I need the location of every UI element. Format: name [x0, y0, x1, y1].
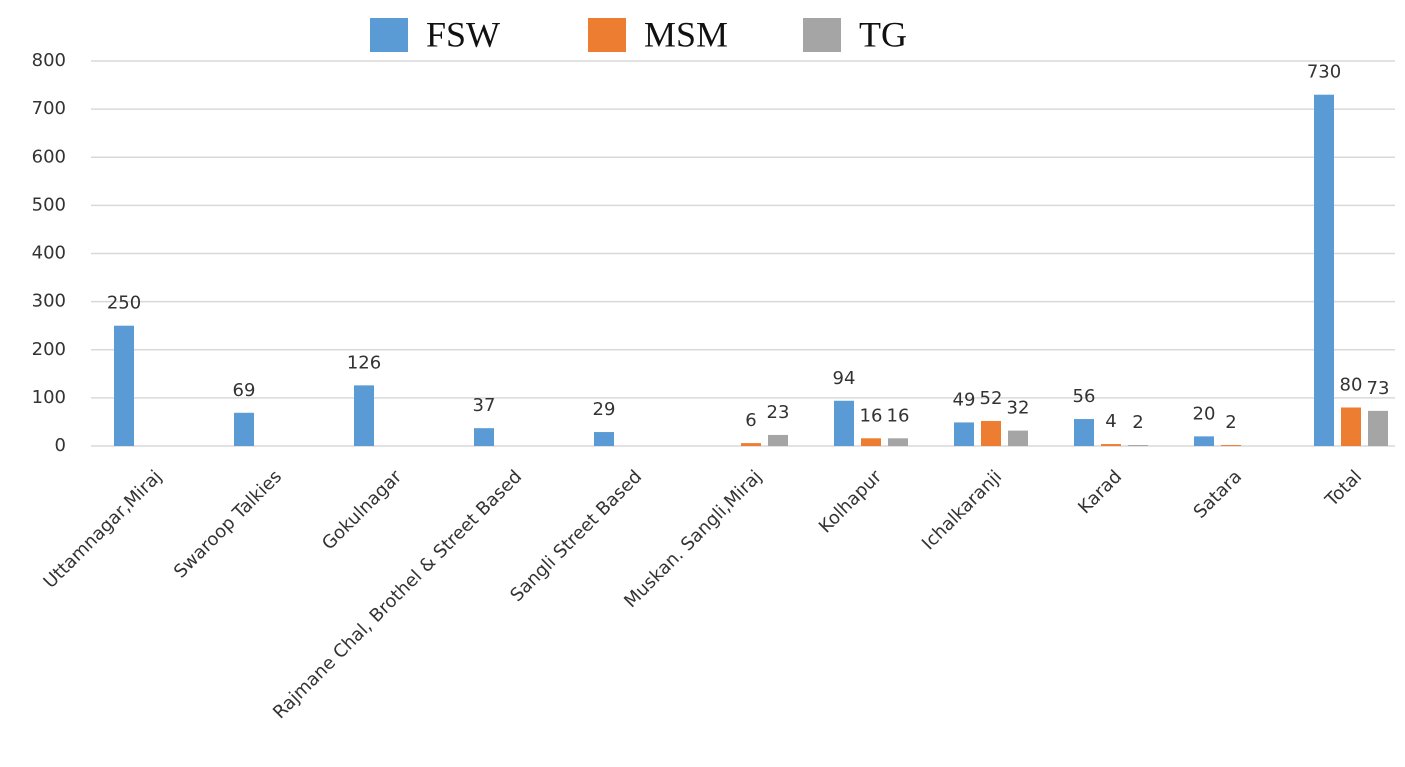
data-label: 32 — [1007, 398, 1030, 419]
data-label: 730 — [1307, 62, 1341, 83]
legend: FSW MSM TG — [370, 14, 907, 54]
bar — [1368, 410, 1388, 446]
data-label: 4 — [1105, 411, 1116, 432]
x-tick-label: Swaroop Talkies — [170, 466, 286, 582]
bar — [354, 385, 374, 446]
y-tick-label: 100 — [32, 387, 66, 408]
bar — [1341, 407, 1361, 446]
legend-label: MSM — [644, 14, 728, 54]
y-tick-label: 500 — [32, 194, 66, 215]
x-tick-label: Karad — [1074, 466, 1126, 518]
bar — [861, 438, 881, 446]
data-label: 52 — [980, 388, 1003, 409]
bar — [1008, 430, 1028, 446]
data-label: 250 — [107, 293, 141, 314]
bar — [1101, 444, 1121, 446]
y-tick-label: 300 — [32, 291, 66, 312]
bar — [1074, 419, 1094, 446]
data-label: 56 — [1073, 386, 1096, 407]
data-label: 20 — [1193, 403, 1216, 424]
x-tick-label: Satara — [1190, 466, 1247, 523]
data-label: 126 — [347, 352, 381, 373]
data-label: 16 — [860, 405, 883, 426]
data-label: 37 — [473, 395, 496, 416]
bar — [1314, 94, 1334, 446]
bar — [981, 420, 1001, 446]
bar — [954, 422, 974, 446]
x-tick-label: Total — [1321, 466, 1366, 511]
y-tick-label: 800 — [32, 50, 66, 71]
data-label: 94 — [833, 368, 856, 389]
x-tick-label: Muskan. Sangli,Miraj — [620, 466, 766, 612]
bar — [234, 412, 254, 446]
bar — [474, 428, 494, 446]
y-tick-label: 400 — [32, 243, 66, 264]
data-label: 49 — [953, 389, 976, 410]
data-label: 2 — [1225, 412, 1236, 433]
x-tick-label: Uttamnagar,Miraj — [40, 466, 166, 592]
bar — [114, 325, 134, 446]
data-label: 16 — [887, 405, 910, 426]
y-tick-label: 700 — [32, 98, 66, 119]
y-tick-label: 600 — [32, 146, 66, 167]
x-tick-label: Gokulnagar — [318, 466, 406, 554]
bar — [1128, 445, 1148, 446]
data-label: 29 — [593, 399, 616, 420]
bar — [741, 443, 761, 446]
data-label: 23 — [767, 402, 790, 423]
data-label: 73 — [1367, 378, 1390, 399]
bar — [768, 434, 788, 446]
x-tick-label: Kolhapur — [815, 466, 887, 538]
x-tick-label: Rajmane Chal, Brothel & Street Based — [269, 466, 526, 723]
bar — [1221, 445, 1241, 446]
data-label: 6 — [745, 410, 756, 431]
data-label: 69 — [233, 380, 256, 401]
legend-label: FSW — [426, 14, 500, 54]
x-tick-label: Ichalkaranji — [918, 466, 1006, 554]
legend-swatch — [588, 18, 626, 52]
y-tick-label: 0 — [55, 435, 66, 456]
bar — [594, 432, 614, 446]
y-tick-label: 200 — [32, 339, 66, 360]
legend-swatch — [803, 18, 841, 52]
data-label: 2 — [1132, 412, 1143, 433]
x-tick-label: Sangli Street Based — [506, 466, 646, 606]
bar — [1194, 436, 1214, 446]
legend-label: TG — [859, 14, 907, 54]
bar — [888, 438, 908, 446]
data-label: 80 — [1340, 375, 1363, 396]
legend-swatch — [370, 18, 408, 52]
bar — [834, 400, 854, 446]
